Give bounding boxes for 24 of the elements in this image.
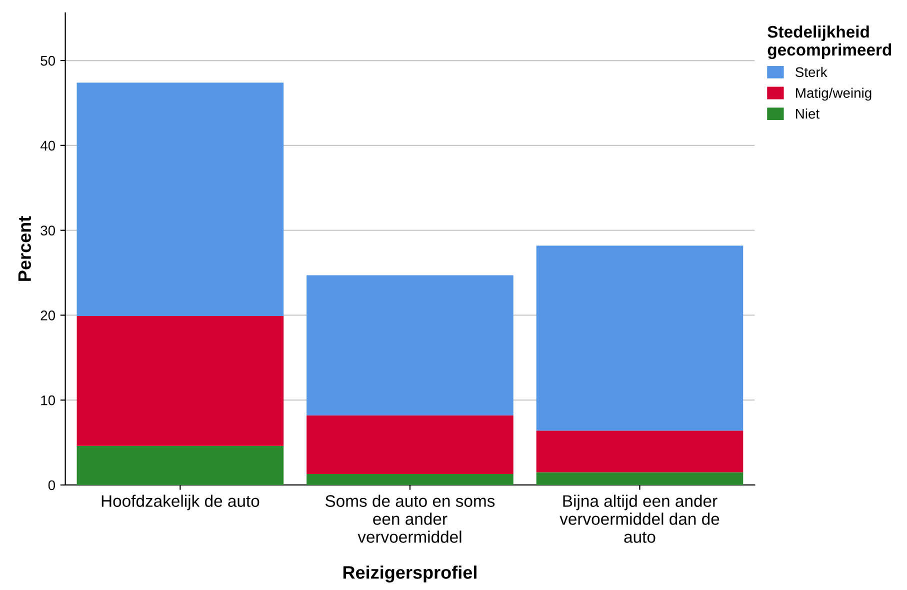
- legend-label: Matig/weinig: [796, 88, 872, 101]
- legend-label: Sterk: [796, 66, 828, 78]
- bar: [306, 275, 514, 416]
- legend-title: Stedelijkheid gecomprimeerd: [768, 25, 892, 60]
- y-tick-label: 50: [40, 56, 56, 66]
- bar: [76, 82, 284, 316]
- y-tick-label: 20: [40, 310, 56, 320]
- y-tick-label: 10: [41, 395, 56, 406]
- bar: [306, 415, 514, 474]
- bar: [536, 430, 744, 472]
- x-axis-title: Reizigersprofiel: [343, 566, 476, 582]
- bar: [536, 246, 744, 431]
- bar: [76, 316, 284, 446]
- y-axis-title: Percent: [18, 216, 32, 281]
- bar: [76, 446, 284, 485]
- legend-label: Niet: [796, 108, 820, 119]
- bar: [306, 474, 514, 485]
- x-tick-label: Hoofdzakelijk de auto: [102, 494, 260, 510]
- y-tick-label: 0: [48, 480, 56, 490]
- x-tick-label: Soms de auto en soms een ander vervoermiddel: [326, 494, 495, 543]
- y-tick-label: 40: [40, 140, 56, 151]
- y-tick-label: 30: [40, 226, 56, 236]
- x-tick-label: Bijna altijd een ander vervoermiddel dan de auto: [560, 494, 720, 543]
- bar: [536, 472, 744, 485]
